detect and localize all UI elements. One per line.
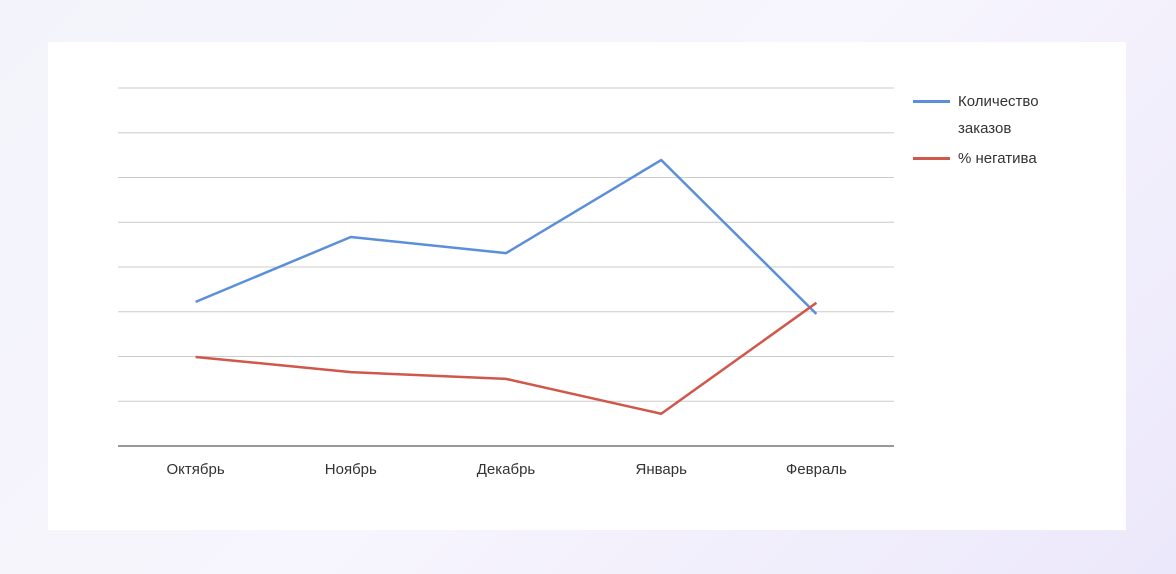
series-line <box>195 301 818 416</box>
x-tick-label: Февраль <box>786 461 847 478</box>
legend: Количество заказов % негатива <box>913 88 1083 175</box>
legend-swatch <box>913 157 950 160</box>
x-tick-label: Октябрь <box>167 461 225 478</box>
legend-item: Количество заказов <box>913 88 1083 142</box>
x-tick-label: Декабрь <box>477 461 536 478</box>
legend-swatch <box>913 100 950 103</box>
x-tick-label: Январь <box>635 461 687 478</box>
legend-label: Количество заказов <box>958 93 1039 137</box>
legend-item: % негатива <box>913 145 1083 172</box>
series-line <box>195 158 818 315</box>
legend-label: % негатива <box>958 150 1037 167</box>
chart-panel <box>48 42 1126 530</box>
x-tick-label: Ноябрь <box>325 461 377 478</box>
